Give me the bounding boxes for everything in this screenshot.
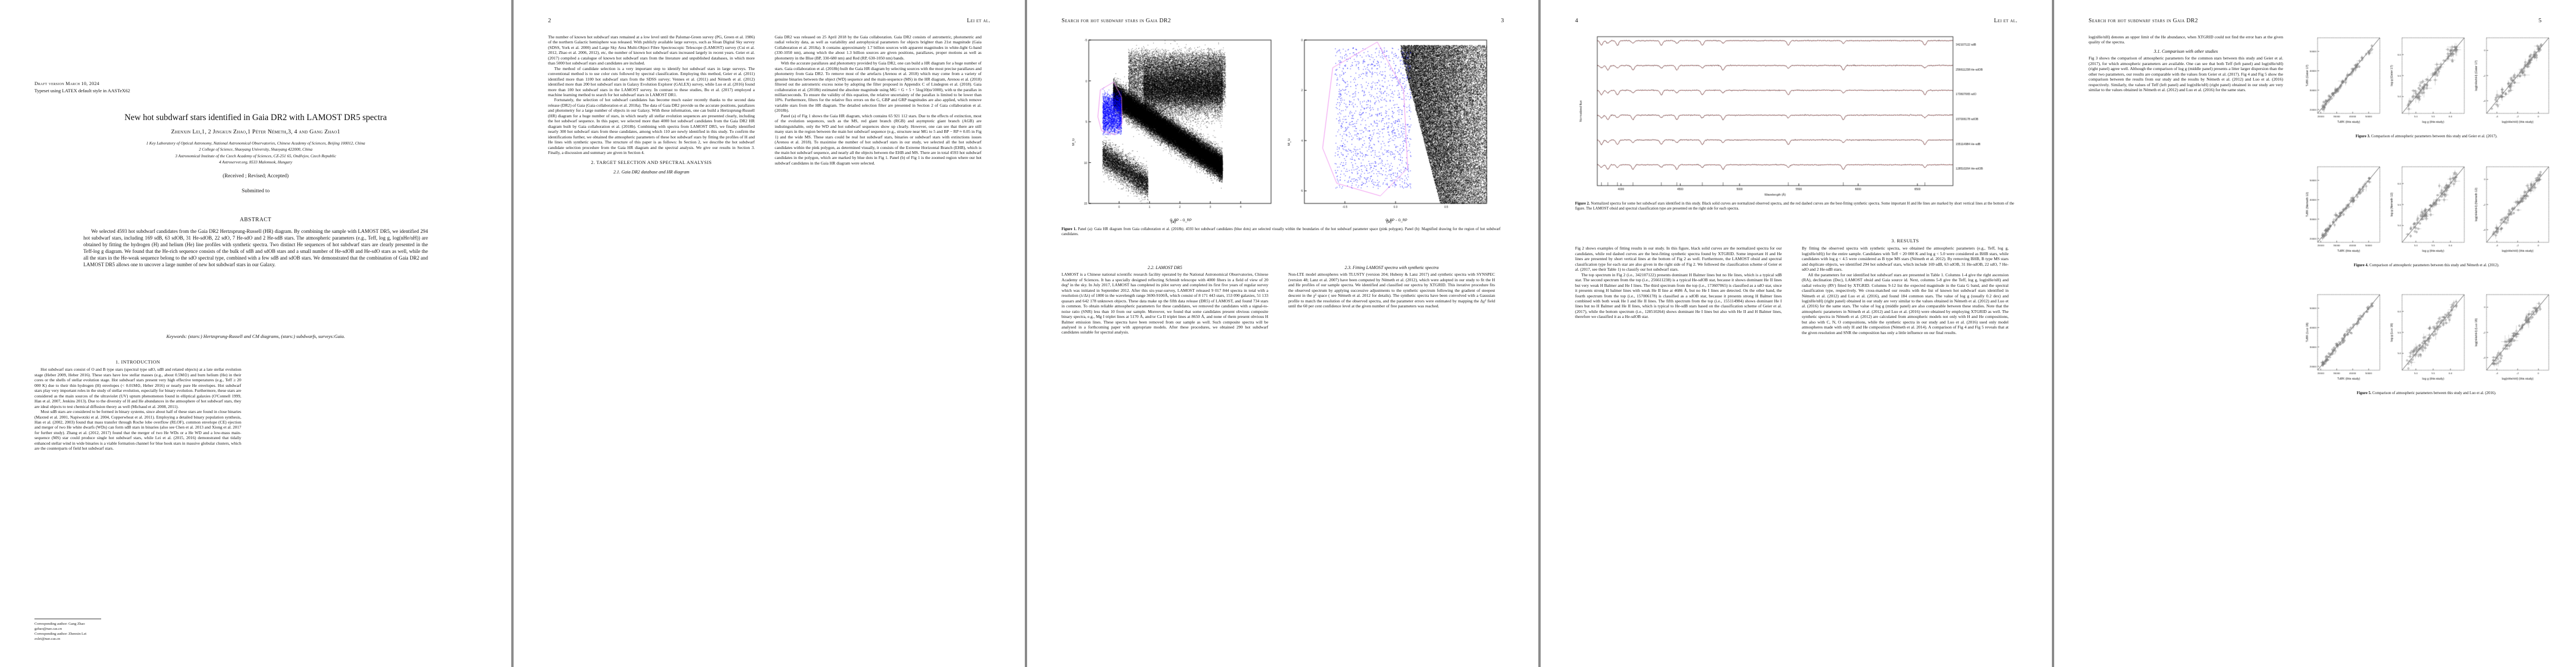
figure-1-panel-a-letter: (a) — [1170, 219, 1176, 224]
figure-1-panel-a: M_G G_BP − G_RP (a) — [1070, 34, 1277, 224]
p2-right-para-3: Panel (a) of Fig 1 shows the Gaia HR dia… — [775, 113, 981, 166]
submitted-to: Submitted to — [241, 188, 270, 194]
corresponding-author-footnote: Corresponding author: Gang Zhao gzhao@na… — [34, 619, 241, 641]
p2-left-para-3: Fortunately, the selection of hot subdwa… — [548, 97, 755, 155]
page4-column-left: . Fig 2 shows examples of fitting result… — [1575, 233, 1782, 320]
affiliation-4: 4 Astroserver.org, 8533 Malomsok, Hungar… — [219, 160, 292, 165]
hr-a-xlabel: G_BP − G_RP — [1170, 219, 1192, 222]
p4-left-para-2: The top spectrum in Fig 2 (i.e., 3421071… — [1575, 272, 1782, 320]
hr-diagram-panel-b-canvas — [1285, 34, 1492, 218]
hr-a-ylabel: M_G — [1072, 138, 1075, 146]
figure-4-label: Figure 4. — [2354, 263, 2369, 267]
abstract-text: We selected 4593 hot subdwarf candidates… — [83, 228, 428, 268]
page-number-3: 3 — [1501, 17, 1504, 24]
affiliation-2: 2 College of Science, Shaoyang Universit… — [198, 147, 313, 152]
intro-paragraph-1: Hot subdwarf stars consist of O and B ty… — [34, 367, 241, 409]
figure-2-caption-text: Normalized spectra for some hot subdwarf… — [1575, 202, 2014, 211]
figure-1: M_G G_BP − G_RP (a) M_G G_BP − G_RP (b) … — [1062, 34, 1501, 237]
figure-4-caption: Figure 4. Comparison of atmospheric para… — [2299, 263, 2554, 268]
figure-5-caption-text: Comparison of atmospheric parameters bet… — [2372, 391, 2497, 395]
figure-5-label: Figure 5. — [2356, 391, 2371, 395]
subsection-heading-23: 2.3. Fitting LAMOST spectra with synthet… — [1344, 265, 1439, 270]
figure-3: Figure 3. Comparison of atmospheric para… — [2299, 32, 2554, 140]
page-4: 4 Lei et al. Figure 2. Normalized spectr… — [1541, 0, 2052, 667]
hr-diagram-panel-a-canvas — [1070, 34, 1277, 218]
figure-5: Figure 5. Comparison of atmospheric para… — [2299, 289, 2554, 396]
p4-right-para-1: By fitting the observed spectra with syn… — [1802, 246, 2009, 272]
page-5: Search for hot subdwarf stars in Gaia DR… — [2054, 0, 2576, 667]
page4-column-right: 3. RESULTS By fitting the observed spect… — [1802, 233, 2009, 335]
figure-2-label: Figure 2. — [1575, 202, 1590, 206]
intro-column-left: 1. INTRODUCTION Hot subdwarf stars consi… — [34, 355, 241, 451]
figure-5-caption: Figure 5. Comparison of atmospheric para… — [2299, 391, 2554, 396]
section-heading-introduction: 1. INTRODUCTION — [115, 359, 161, 365]
affiliation-1: 1 Key Laboratory of Optical Astronomy, N… — [146, 141, 365, 146]
page2-column-right: Gaia DR2 was released on 25 April 2018 b… — [775, 34, 981, 166]
page2-column-left: The number of known hot subdwarf stars r… — [548, 34, 755, 176]
page-number-2: 2 — [548, 17, 551, 24]
draft-version-line: Draft version March 10, 2024 — [34, 81, 99, 86]
figure-1-panel-b-letter: (b) — [1386, 219, 1392, 224]
figure-5-canvas — [2299, 289, 2554, 389]
p2-left-para-1: The number of known hot subdwarf stars r… — [548, 34, 755, 66]
affiliations: 1 Key Laboratory of Optical Astronomy, N… — [33, 140, 478, 166]
figure-4-canvas — [2299, 161, 2554, 261]
typeset-line: Typeset using LATEX default style in AAS… — [34, 88, 131, 93]
page3-column-right: 2.3. Fitting LAMOST spectra with synthet… — [1288, 261, 1495, 309]
hr-b-ylabel: M_G — [1288, 138, 1291, 146]
figure-4: Figure 4. Comparison of atmospheric para… — [2299, 161, 2554, 268]
normalized-spectra-canvas — [1575, 32, 2014, 199]
page-1: arXiv:1810.09625v2 [astro-ph.SR] 29 Jun … — [0, 0, 511, 667]
received-line: (Received ; Revised; Accepted) — [222, 173, 289, 179]
section-heading-results: 3. RESULTS — [1891, 238, 1919, 243]
running-head-4: Lei et al. — [1994, 18, 2017, 24]
section-heading-target: 2. TARGET SELECTION AND SPECTRAL ANALYSI… — [591, 160, 712, 166]
page-title: New hot subdwarf stars identified in Gai… — [124, 113, 387, 122]
p2-right-para-2: With the accurate parallaxes and photome… — [775, 61, 981, 113]
figure-2-caption: Figure 2. Normalized spectra for some ho… — [1575, 202, 2014, 211]
hr-b-xlabel: G_BP − G_RP — [1386, 219, 1408, 222]
corresponding-email-2[interactable]: zxlei@nao.cas.cn — [34, 637, 61, 641]
keywords: Keywords: (stars:) Hertzsprung-Russell a… — [166, 334, 345, 339]
corresponding-author-1: Corresponding author: Gang Zhao — [34, 622, 85, 626]
figure-3-label: Figure 3. — [2355, 135, 2370, 138]
author-list: Zhenxin Lei,1, 2 Jingkun Zhao,1 Péter Né… — [171, 129, 341, 135]
page5-column-left: log(nHe/nH) denotes an upper limit of th… — [2089, 34, 2283, 93]
page-2: 2 Lei et al. The number of known hot sub… — [514, 0, 1025, 667]
figure-1-panel-b: M_G G_BP − G_RP (b) — [1285, 34, 1492, 224]
intro-paragraph-2: Most sdB stars are considered to be form… — [34, 409, 241, 451]
subsection-heading-31: 3.1. Comparison with other studies — [2154, 48, 2218, 54]
corresponding-author-2: Corresponding author: Zhenxin Lei — [34, 632, 87, 636]
figure-3-caption: Figure 3. Comparison of atmospheric para… — [2299, 135, 2554, 140]
running-head-2: Lei et al. — [966, 18, 990, 24]
draft-version: Draft version March 10, 2024 Typeset usi… — [34, 80, 130, 94]
figure-1-caption: Figure 1. Panel (a): Gaia HR diagram fro… — [1062, 227, 1501, 237]
figure-3-canvas — [2299, 32, 2554, 132]
subsection-heading-21: 2.1. Gaia DR2 database and HR diagram — [613, 169, 690, 175]
p2-left-para-2: The method of candidate selection is a v… — [548, 66, 755, 97]
p4-right-para-2: All the parameters for our identified ho… — [1802, 272, 2009, 335]
page-3: Search for hot subdwarf stars in Gaia DR… — [1027, 0, 1538, 667]
page-number-5: 5 — [2538, 17, 2542, 24]
figure-2: Figure 2. Normalized spectra for some ho… — [1575, 32, 2014, 212]
running-head-3: Search for hot subdwarf stars in Gaia DR… — [1062, 18, 1171, 24]
figure-1-caption-text: Panel (a): Gaia HR diagram from Gaia col… — [1062, 227, 1501, 236]
p4-left-para-1: Fig 2 shows examples of fitting results … — [1575, 246, 1782, 272]
p5-left-para-1: log(nHe/nH) denotes an upper limit of th… — [2089, 34, 2283, 45]
subsection-heading-22: 2.2. LAMOST DR5 — [1147, 265, 1183, 270]
page-number-4: 4 — [1575, 17, 1578, 24]
affiliation-3: 3 Astronomical Institute of the Czech Ac… — [175, 153, 336, 158]
p3-right-para-1: Non-LTE model atmospheres with TLUSTY (v… — [1288, 272, 1495, 309]
figure-1-label: Figure 1. — [1062, 227, 1077, 231]
figure-4-caption-text: Comparison of atmospheric parameters bet… — [2369, 263, 2499, 267]
page3-column-left: 2.2. LAMOST DR5 LAMOST is a Chinese nati… — [1062, 261, 1268, 335]
p2-right-para-1: Gaia DR2 was released on 25 April 2018 b… — [775, 34, 981, 61]
p5-left-para-2: Fig 3 shows the comparison of atmospheri… — [2089, 56, 2283, 93]
figure-3-caption-text: Comparison of atmospheric parameters bet… — [2371, 135, 2498, 138]
corresponding-email-1[interactable]: gzhao@nao.cas.cn — [34, 627, 62, 631]
running-head-5: Search for hot subdwarf stars in Gaia DR… — [2089, 18, 2198, 24]
abstract-heading: ABSTRACT — [240, 217, 272, 223]
p3-left-para-1: LAMOST is a Chinese national scientific … — [1062, 272, 1268, 335]
